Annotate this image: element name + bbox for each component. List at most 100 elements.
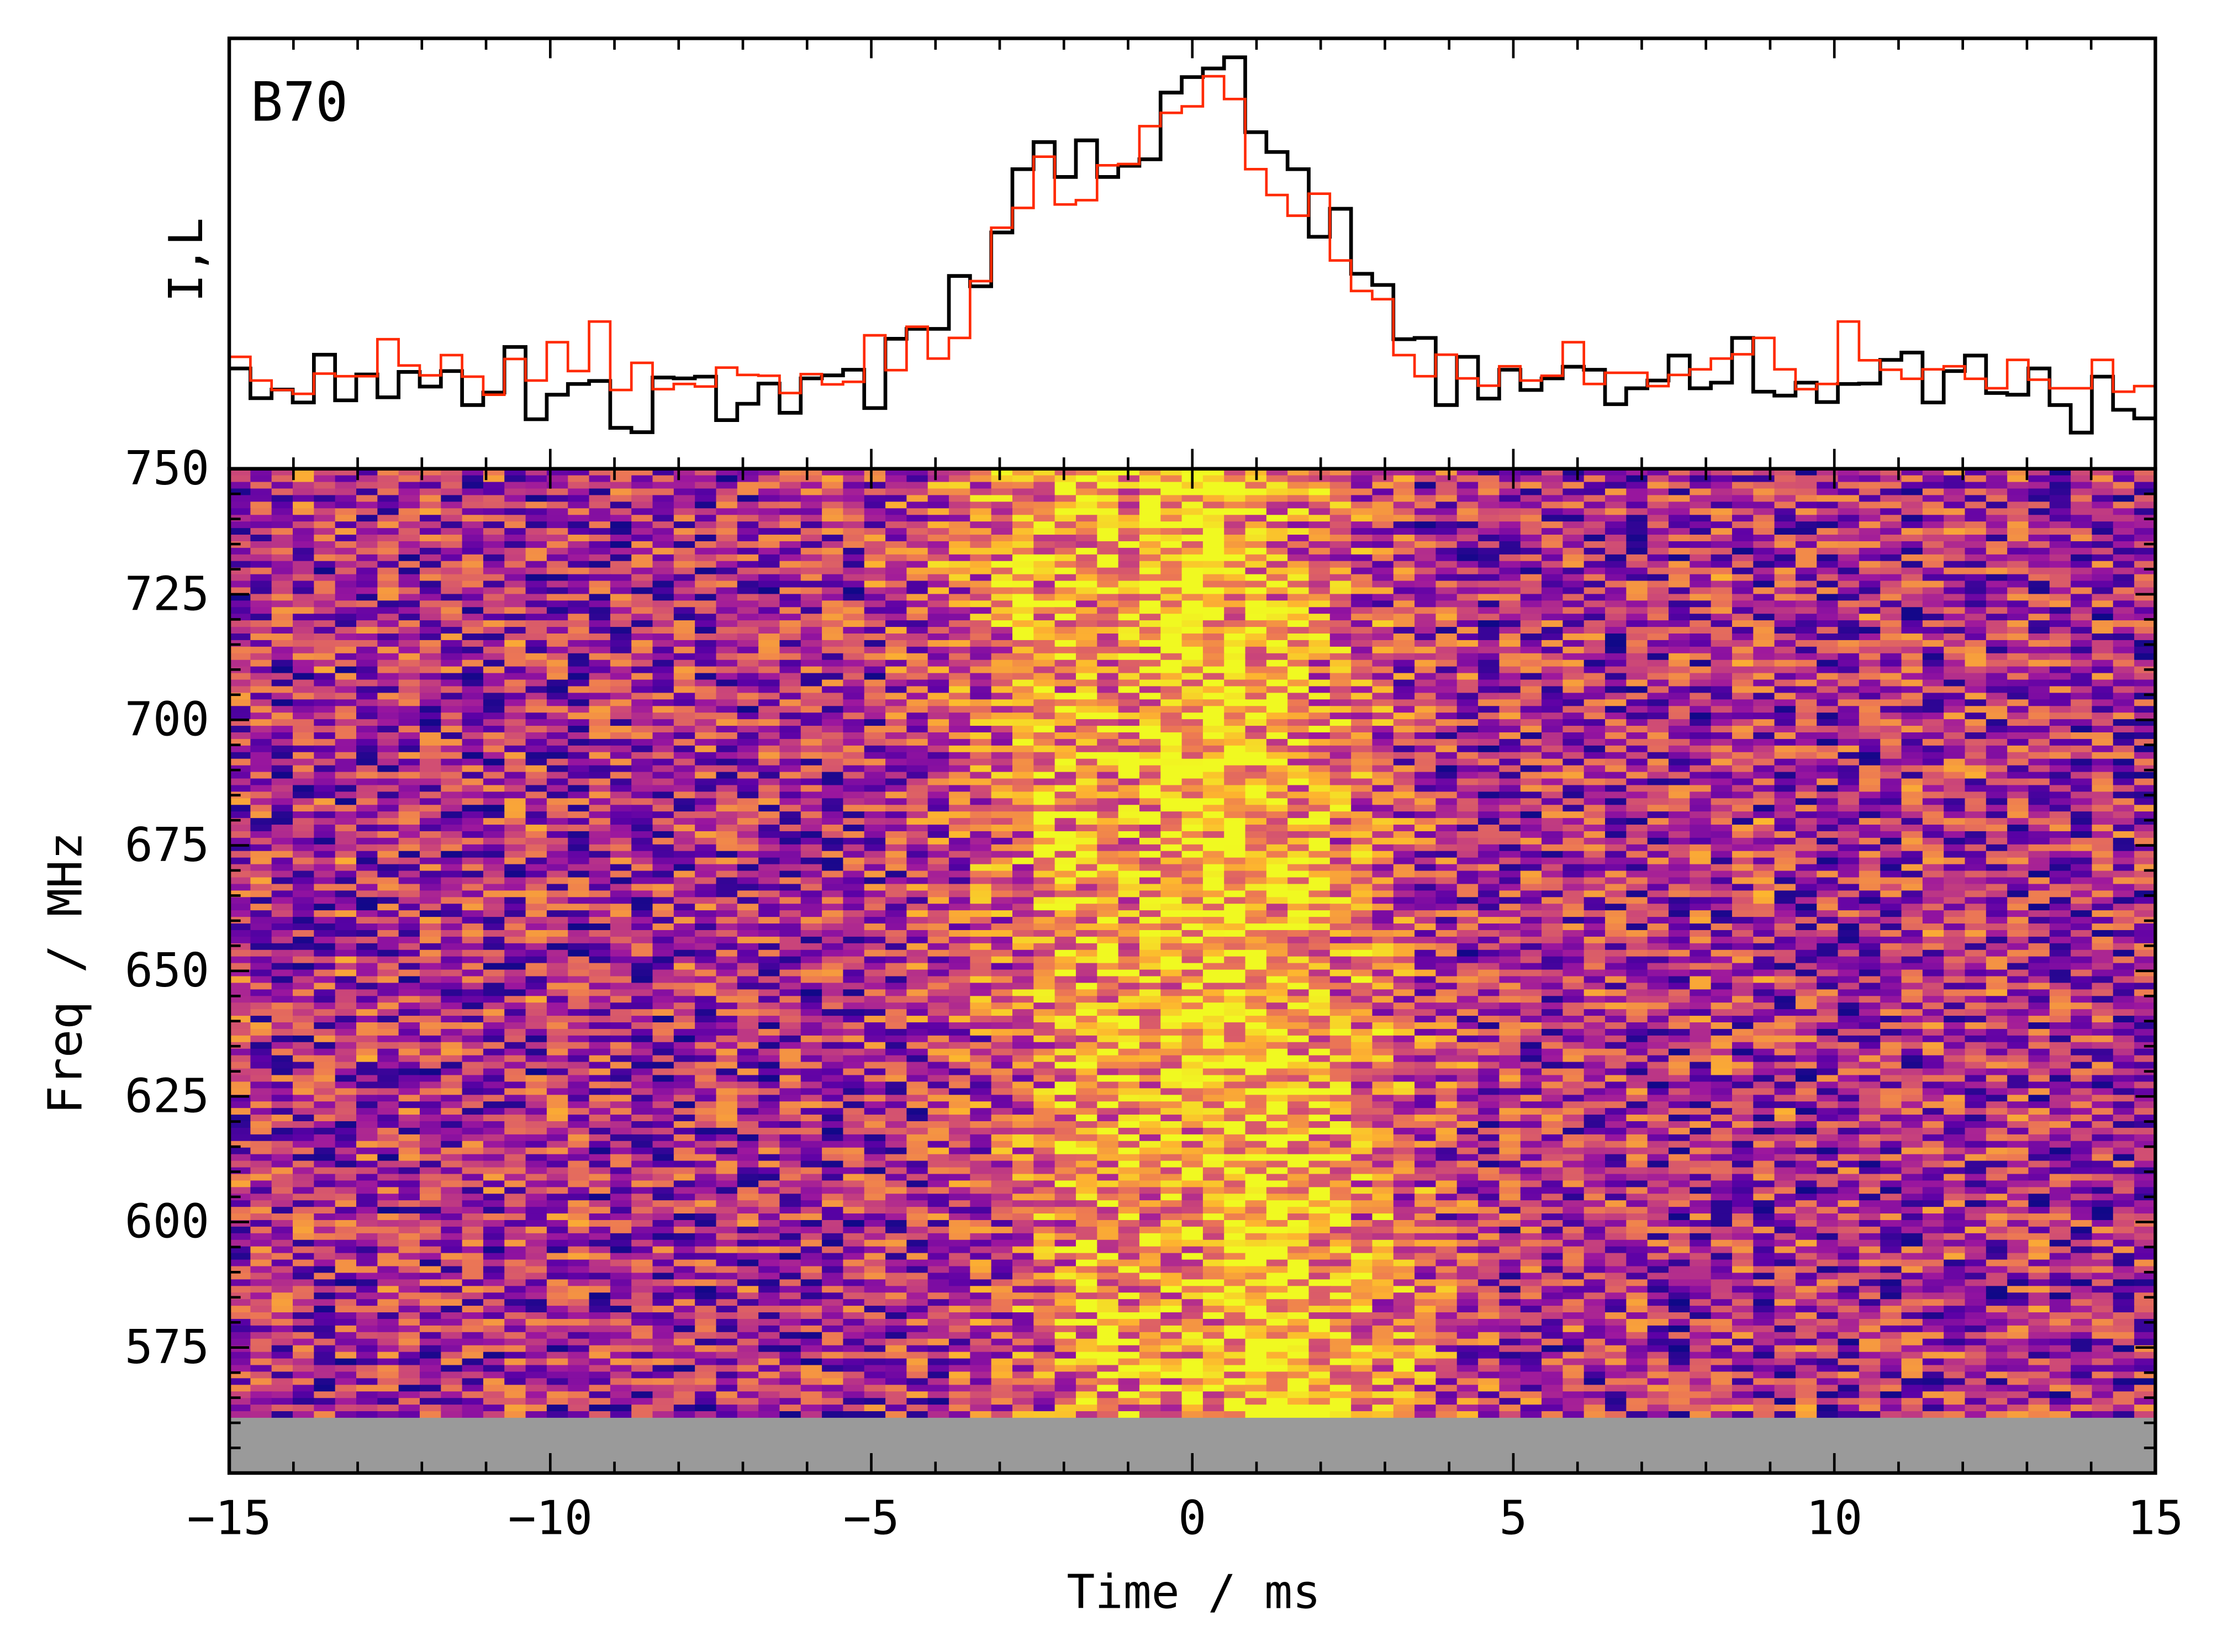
heatmap-cell [970, 752, 993, 760]
heatmap-cell [906, 475, 929, 483]
heatmap-cell [927, 600, 950, 608]
heatmap-cell [483, 653, 505, 661]
heatmap-cell [673, 508, 696, 516]
heatmap-cell [293, 482, 315, 490]
heatmap-cell [568, 673, 590, 681]
heatmap-cell [1097, 535, 1120, 542]
heatmap-cell [525, 620, 548, 628]
heatmap-cell [377, 738, 400, 747]
heatmap-cell [483, 502, 505, 509]
heatmap-cell [2134, 475, 2156, 483]
heatmap-cell [398, 627, 421, 635]
heatmap-cell [1160, 594, 1183, 601]
heatmap-cell [1478, 567, 1500, 576]
heatmap-cell [1817, 600, 1839, 608]
heatmap-cell [1456, 468, 1479, 477]
heatmap-cell [1139, 502, 1162, 509]
heatmap-cell [1414, 666, 1437, 674]
heatmap-cell [1520, 666, 1543, 674]
heatmap-cell [271, 535, 294, 542]
heatmap-cell [568, 607, 590, 615]
heatmap-cell [398, 521, 421, 529]
heatmap-cell [1647, 594, 1670, 601]
heatmap-cell [250, 699, 273, 707]
heatmap-cell [441, 541, 463, 549]
heatmap-cell [885, 646, 907, 655]
heatmap-cell [1795, 646, 1818, 655]
heatmap-cell [271, 515, 294, 522]
heatmap-cell [462, 515, 484, 522]
heatmap-cell [1922, 679, 1945, 688]
heatmap-cell [1732, 567, 1754, 576]
heatmap-cell [398, 554, 421, 562]
heatmap-cell [1499, 475, 1522, 483]
heatmap-cell [1033, 686, 1056, 694]
heatmap-cell [525, 752, 548, 760]
heatmap-cell [1753, 567, 1776, 576]
heatmap-cell [1245, 738, 1268, 747]
heatmap-cell [377, 666, 400, 674]
heatmap-cell [1139, 745, 1162, 753]
heatmap-cell [271, 659, 294, 668]
heatmap-cell [716, 521, 738, 529]
heatmap-cell [356, 502, 378, 509]
heatmap-cell [1139, 580, 1162, 589]
heatmap-cell [1118, 607, 1141, 615]
heatmap-cell [1054, 772, 1077, 780]
heatmap-cell [737, 726, 759, 733]
heatmap-cell [589, 495, 611, 503]
heatmap-cell [695, 594, 717, 601]
heatmap-cell [991, 620, 1014, 628]
heatmap-cell [1075, 528, 1098, 536]
heatmap-cell [462, 508, 484, 516]
heatmap-cell [271, 772, 294, 780]
heatmap-cell [1033, 594, 1056, 601]
heatmap-cell [631, 811, 654, 819]
heatmap-cell [1456, 732, 1479, 740]
heatmap-cell [1859, 653, 1881, 661]
heatmap-cell [441, 600, 463, 608]
heatmap-cell [1456, 758, 1479, 767]
heatmap-cell [356, 482, 378, 490]
heatmap-cell [716, 772, 738, 780]
heatmap-cell [1711, 541, 1733, 549]
heatmap-cell [800, 673, 823, 681]
heatmap-cell [652, 614, 675, 621]
heatmap-cell [1075, 594, 1098, 601]
heatmap-cell [1393, 745, 1416, 753]
heatmap-cell [1181, 818, 1204, 826]
heatmap-cell [1859, 502, 1881, 509]
heatmap-cell [1542, 686, 1564, 694]
heatmap-cell [1520, 567, 1543, 576]
heatmap-cell [1753, 738, 1776, 747]
heatmap-cell [949, 659, 971, 668]
heatmap-cell [1986, 640, 2008, 648]
heatmap-cell [652, 482, 675, 490]
heatmap-cell [1647, 811, 1670, 819]
heatmap-cell [1075, 785, 1098, 793]
heatmap-cell [356, 778, 378, 787]
heatmap-cell [695, 614, 717, 621]
heatmap-cell [1499, 825, 1522, 832]
heatmap-cell [2071, 482, 2093, 490]
heatmap-cell [716, 535, 738, 542]
heatmap-cell [441, 653, 463, 661]
heatmap-cell [1499, 627, 1522, 635]
heatmap-cell [1901, 706, 1924, 714]
heatmap-cell [1711, 627, 1733, 635]
heatmap-cell [1668, 758, 1691, 767]
heatmap-cell [525, 600, 548, 608]
heatmap-cell [673, 679, 696, 688]
heatmap-cell [1817, 785, 1839, 793]
heatmap-cell [991, 502, 1014, 509]
heatmap-cell [504, 726, 527, 733]
heatmap-cell [1181, 627, 1204, 635]
heatmap-cell [1774, 686, 1797, 694]
heatmap-cell [1075, 547, 1098, 556]
heatmap-cell [441, 640, 463, 648]
heatmap-cell [1033, 653, 1056, 661]
heatmap-cell [1838, 772, 1860, 780]
heatmap-cell [1986, 659, 2008, 668]
heatmap-cell [800, 640, 823, 648]
heatmap-cell [504, 547, 527, 556]
